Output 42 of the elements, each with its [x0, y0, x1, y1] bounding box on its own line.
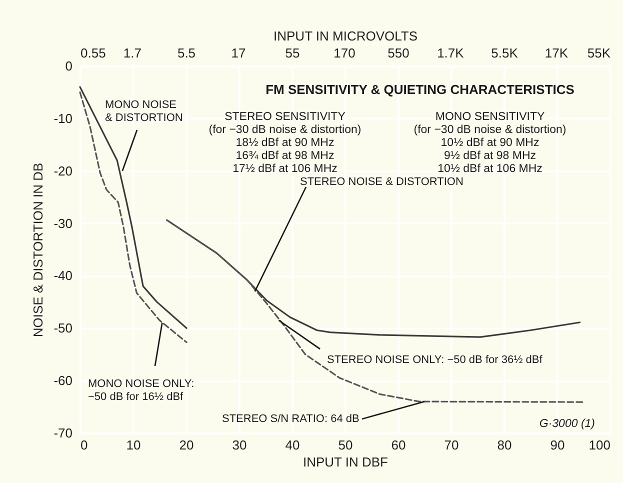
x-tick-label: 20: [179, 438, 194, 452]
x2-tick-label: 5.5: [177, 46, 196, 60]
x-tick-label: 0: [80, 438, 88, 452]
x-tick-label: 60: [391, 438, 406, 452]
y-tick-label: -50: [54, 320, 72, 336]
x2-tick-label: 5.5K: [491, 46, 518, 60]
annotation: G·3000 (1): [539, 418, 596, 430]
y-tick-label: -30: [54, 216, 72, 231]
y-tick-label: 0: [65, 58, 72, 74]
x2-tick-label: 1.7: [123, 46, 142, 60]
annotation: MONO NOISE & DISTORTION: [105, 99, 183, 124]
x2-tick-label: 550: [388, 46, 410, 60]
annotation: STEREO NOISE & DISTORTION: [300, 176, 464, 188]
annotation: STEREO SENSITIVITY (for −30 dB noise & distortion) 18½ dBf at 90 MHz 16¾ dBf at 98 MHz 17½ dBf at 106 MHz: [208, 111, 362, 175]
annotation: MONO NOISE ONLY: −50 dB for 16½ dBf: [88, 378, 194, 403]
x-tick-label: 40: [285, 438, 300, 452]
x2-tick-label: 0.55: [80, 46, 106, 60]
x2-tick-label: 17K: [544, 46, 568, 60]
y-tick-label: -20: [54, 163, 72, 178]
y-axis-title: NOISE & DISTORTION IN DB: [30, 162, 46, 338]
text: FM SENSITIVITY & QUIETING CHARACTERISTICS: [266, 82, 575, 97]
x2-tick-label: 170: [334, 46, 356, 60]
x-tick-label: 70: [444, 438, 459, 452]
annotation: STEREO NOISE ONLY: −50 dB for 36½ dBf: [327, 354, 544, 366]
x-tick-label: 30: [232, 438, 247, 452]
x-tick-label: 100: [588, 438, 610, 452]
annotation: MONO SENSITIVITY (for −30 dB noise & distortion) 10½ dBf at 90 MHz 9½ dBf at 98 MHz 10½ dBf at 106 MHz: [414, 111, 566, 175]
y-tick-label: -70: [54, 426, 72, 440]
x-tick-label: 90: [550, 438, 565, 452]
y-tick-label: -10: [54, 110, 72, 126]
x2-axis-title: INPUT IN MICROVOLTS: [274, 28, 418, 44]
y-tick-label: -40: [54, 268, 72, 284]
x-tick-label: 50: [338, 438, 353, 452]
x2-tick-label: 1.7K: [437, 46, 464, 60]
x-tick-label: 80: [497, 438, 512, 452]
x2-tick-label: 17: [231, 46, 246, 60]
y-tick-label: -60: [54, 373, 72, 388]
x-axis-title: INPUT IN DBF: [303, 454, 388, 470]
x-tick-label: 10: [126, 438, 141, 452]
annotation: STEREO S/N RATIO: 64 dB: [222, 413, 360, 425]
x2-tick-label: 55K: [587, 46, 611, 60]
x2-tick-label: 55: [285, 46, 300, 60]
